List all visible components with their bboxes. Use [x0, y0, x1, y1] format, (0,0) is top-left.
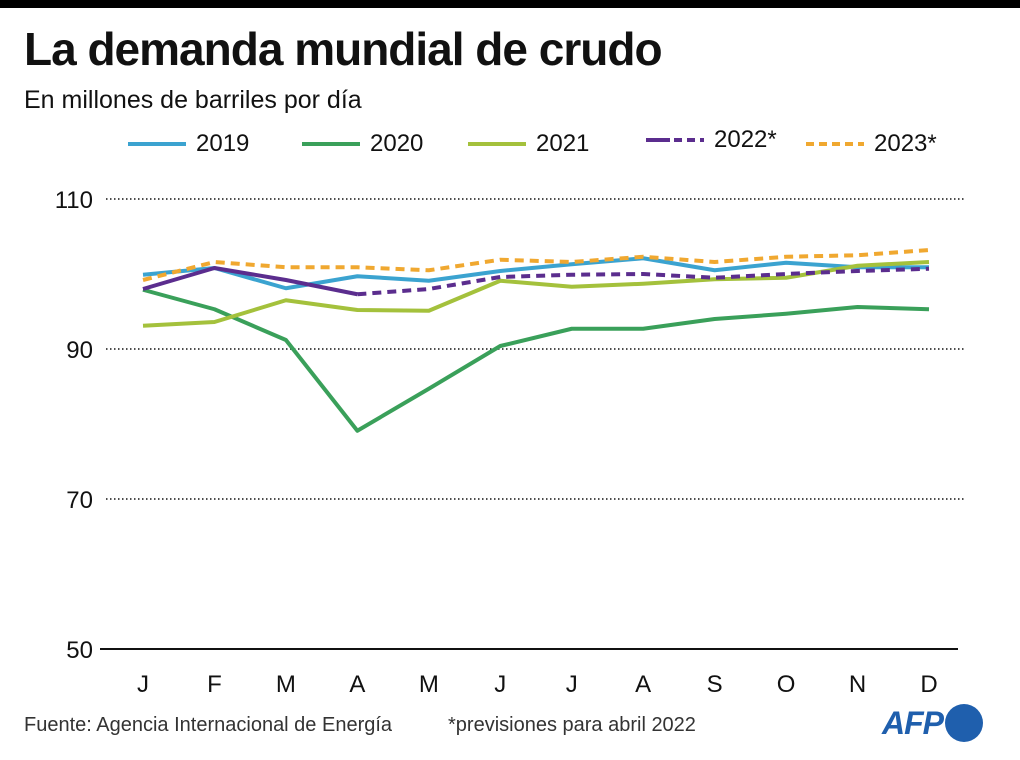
legend-label: 2019	[196, 130, 250, 157]
x-tick-label: O	[777, 671, 796, 698]
x-tick-label: M	[419, 671, 439, 698]
x-tick-label: N	[849, 671, 866, 698]
legend-swatch	[302, 142, 360, 146]
legend: 2019 2020 2021 2022* 2023*	[0, 126, 1020, 162]
legend-label: 2020	[370, 130, 424, 157]
x-tick-label: J	[137, 671, 149, 698]
x-tick-label: D	[920, 671, 937, 698]
series-line-2021	[142, 260, 930, 328]
x-tick-label: S	[707, 671, 723, 698]
y-tick-label: 50	[66, 637, 93, 664]
source-note: Fuente: Agencia Internacional de Energía	[24, 714, 393, 736]
legend-item: 2023*	[806, 130, 937, 158]
series-line-2022-forecast	[357, 266, 930, 297]
series-lines	[142, 248, 930, 433]
x-tick-label: J	[566, 671, 578, 698]
series-line-2020	[142, 287, 930, 433]
afp-logo-circle-icon	[945, 704, 983, 742]
forecast-note: *previsiones para abril 2022	[448, 714, 696, 736]
top-bar	[0, 0, 1020, 8]
x-tick-label: J	[494, 671, 506, 698]
legend-item: 2021	[468, 130, 589, 158]
x-tick-label: M	[276, 671, 296, 698]
legend-swatch	[128, 142, 186, 146]
series-line-2019	[142, 256, 929, 291]
legend-label: 2021	[536, 130, 590, 157]
series-line-2023	[142, 248, 930, 282]
x-tick-label: A	[635, 671, 651, 698]
legend-swatch	[806, 142, 864, 146]
legend-item: 2019	[128, 130, 249, 158]
chart-title: La demanda mundial de crudo	[24, 23, 663, 75]
x-tick-label: A	[349, 671, 365, 698]
legend-swatch	[468, 142, 526, 146]
afp-logo-text: AFP	[882, 704, 944, 741]
series-line-2022-actual	[142, 266, 358, 297]
chart-subtitle: En millones de barriles por día	[24, 86, 362, 114]
legend-item: 2020	[302, 130, 423, 158]
gridlines	[100, 198, 965, 650]
y-axis: 50 70 90 110	[55, 187, 93, 664]
legend-swatch	[646, 138, 704, 142]
y-tick-label: 90	[66, 337, 93, 364]
legend-label: 2023*	[874, 130, 937, 157]
legend-label: 2022*	[714, 126, 777, 153]
legend-item: 2022*	[646, 126, 777, 154]
y-tick-label: 70	[66, 487, 93, 514]
y-tick-label: 110	[55, 187, 93, 214]
afp-logo: AFP	[882, 704, 983, 742]
x-tick-label: F	[207, 671, 222, 698]
